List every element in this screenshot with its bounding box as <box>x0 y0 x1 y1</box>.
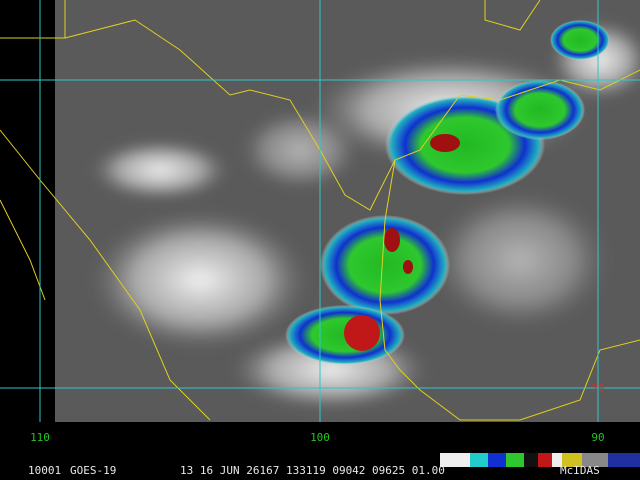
longitude-label: 90 <box>591 431 604 444</box>
footer-brand: McIDAS <box>560 464 600 477</box>
shape <box>379 159 640 421</box>
footer-time: 13 16 JUN 26167 133119 09042 09625 01.00 <box>180 464 445 477</box>
convection <box>285 20 610 365</box>
footer-satellite: GOES-19 <box>70 464 116 477</box>
longitude-label: 110 <box>30 431 50 444</box>
longitude-label: 100 <box>310 431 330 444</box>
shape <box>495 80 585 140</box>
shape <box>470 453 488 467</box>
footer-id: 10001 <box>28 464 61 477</box>
shape <box>550 20 610 60</box>
shape <box>403 260 413 274</box>
shape <box>524 453 538 467</box>
shape <box>506 453 524 467</box>
color-bar <box>440 453 640 467</box>
grid-lines <box>0 0 640 422</box>
latitude-label: 20 <box>591 382 604 395</box>
shape <box>90 210 310 350</box>
footer-band <box>0 422 640 480</box>
shape <box>488 453 506 467</box>
shape <box>90 140 230 200</box>
coastlines <box>0 0 640 421</box>
shape <box>608 453 640 467</box>
shape <box>440 453 470 467</box>
shape <box>320 215 450 315</box>
shape <box>484 0 541 31</box>
shape <box>384 228 400 252</box>
shape <box>0 0 640 211</box>
shape <box>538 453 552 467</box>
shape <box>0 129 211 421</box>
shape <box>430 190 610 330</box>
shape <box>562 453 582 467</box>
shape <box>430 134 460 152</box>
shape <box>552 453 562 467</box>
shape <box>344 315 380 351</box>
shape <box>582 453 608 467</box>
